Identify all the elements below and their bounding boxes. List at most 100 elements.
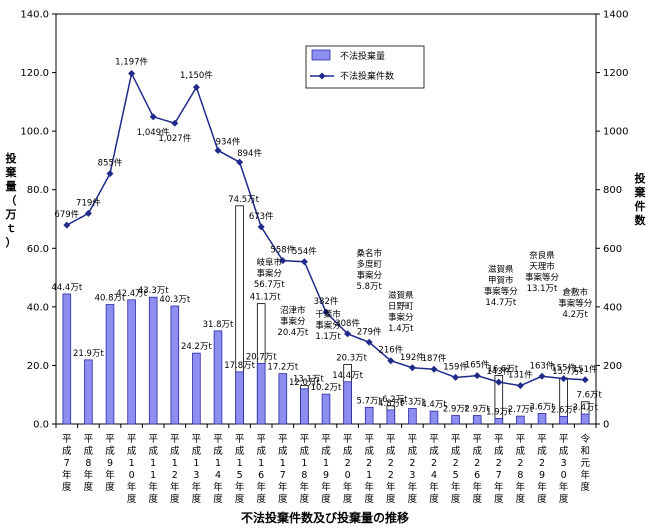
case-annotation-line: 甲賀市: [488, 275, 514, 286]
category-label-char: 平: [300, 434, 310, 445]
category-label-char: 度: [256, 493, 266, 505]
category-label-char: 1: [323, 458, 329, 469]
bar-data-label: 21.9万t: [73, 349, 104, 359]
legend-line-marker: [318, 72, 326, 80]
line-data-label: 1,197件: [115, 56, 148, 67]
category-label-char: 度: [537, 493, 547, 505]
category-label-char: 度: [580, 481, 590, 493]
category-label-char: 度: [472, 493, 482, 505]
y-axis-right-title-char: 数: [635, 213, 647, 227]
large-case-total-label: 74.5万t: [228, 195, 259, 205]
bar: [429, 410, 439, 425]
category-label-char: 年: [516, 481, 526, 493]
line-data-label: 155件: [551, 363, 576, 374]
category-label-char: 成: [127, 445, 137, 457]
line-data-label: 1,027件: [158, 133, 191, 144]
bar-data-label: 44.4万t: [51, 283, 82, 293]
category-label-char: 平: [559, 434, 569, 445]
bar-data-label: 17.2万t: [267, 363, 298, 373]
large-case-total-label: 16.6万t: [487, 364, 518, 374]
category-label-char: 度: [278, 493, 288, 505]
bar-data-label: 4.8万t: [378, 399, 404, 409]
bar: [278, 373, 288, 425]
category-label-char: 年: [278, 481, 288, 493]
bar-data-label: 40.3万t: [159, 295, 190, 305]
bar-data-label: 2.6万t: [551, 405, 577, 415]
category-label-char: 平: [84, 434, 94, 445]
category-label-char: 2: [366, 458, 372, 469]
category-label-char: 成: [386, 445, 396, 457]
category-label-char: 平: [105, 434, 115, 445]
category-label-char: 平: [170, 434, 180, 445]
case-annotation-line: 事案分: [315, 320, 341, 331]
line-point: [63, 221, 71, 229]
category-label-char: 平: [451, 434, 461, 445]
category-label-char: 元: [580, 458, 590, 469]
bar-data-label: 3.4万t: [573, 403, 599, 413]
chart-title: 不法投棄件数及び投棄量の推移: [240, 511, 409, 525]
right-tick-label: 1000: [603, 127, 628, 138]
category-label-char: 成: [559, 445, 569, 457]
line-point: [279, 257, 287, 265]
category-label-char: 平: [429, 434, 439, 445]
category-label-char: 成: [364, 445, 374, 457]
category-label-char: 年: [170, 481, 180, 493]
category-label-char: 年: [321, 481, 331, 493]
category-label-char: 成: [537, 445, 547, 457]
category-label-char: 年: [300, 481, 310, 493]
category-label-char: 成: [300, 445, 310, 457]
bar-data-label: 24.2万t: [181, 342, 212, 352]
line-point: [171, 119, 179, 127]
line-point: [408, 364, 416, 372]
bar: [451, 415, 460, 425]
right-tick-label: 1400: [603, 10, 628, 21]
bar: [364, 406, 374, 425]
y-axis-right-title-char: 投: [635, 171, 646, 185]
category-label-char: 成: [472, 445, 482, 457]
category-label-char: 平: [235, 434, 245, 445]
line-point: [149, 113, 157, 121]
bar-data-label: 20.7万t: [246, 352, 277, 362]
bar-data-label: 5.3万t: [400, 397, 426, 407]
bar: [537, 413, 547, 425]
bar-data-label: 43.3万t: [138, 286, 169, 296]
axes: 0.020.040.060.080.0100.0120.0140.0020040…: [5, 10, 647, 506]
category-label-char: 6: [258, 470, 264, 481]
category-label-char: 度: [364, 493, 374, 505]
case-annotation-line: 桑名市: [356, 248, 382, 259]
category-label-char: 年: [127, 481, 137, 493]
bar: [192, 352, 201, 425]
bar: [559, 415, 568, 425]
line-point: [516, 382, 524, 390]
category-label-char: 度: [105, 481, 115, 493]
category-label-char: 成: [494, 445, 504, 457]
y-axis-right-title: 投棄件数: [634, 171, 647, 227]
category-label-char: 3: [193, 470, 199, 481]
category-label-char: 度: [559, 493, 569, 505]
large-case-total-label: 20.3万t: [336, 354, 367, 364]
category-label-char: 0: [345, 470, 351, 481]
bar: [516, 415, 525, 425]
line-data-label: 558件: [270, 245, 295, 256]
category-label-char: 度: [84, 481, 94, 493]
category-label-char: 平: [537, 434, 547, 445]
category-label-char: 1: [280, 458, 286, 469]
bar: [235, 371, 244, 425]
category-label-char: 1: [215, 458, 221, 469]
category-label-char: 和: [580, 446, 590, 457]
line-point: [473, 372, 481, 380]
category-label-char: 度: [451, 493, 461, 505]
large-case-total-label: 6.2万t: [382, 395, 408, 405]
y-axis-left-title-char: ）: [6, 236, 17, 249]
y-axis-left-title-char: ｔ: [6, 222, 17, 235]
